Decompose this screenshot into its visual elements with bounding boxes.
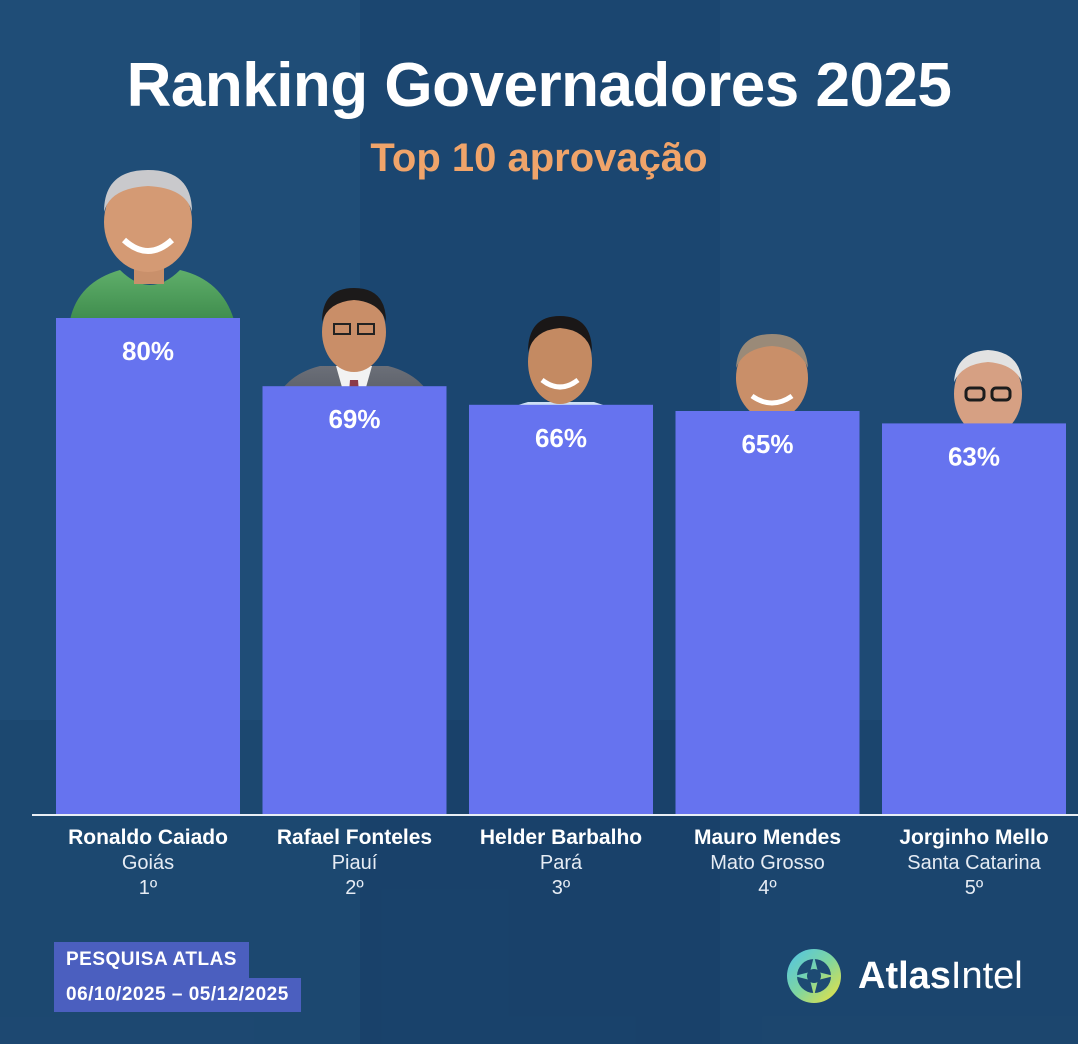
compass-logo-icon	[787, 949, 841, 1003]
brand-wordmark-part1: Atlas	[858, 954, 951, 997]
value-label-helder-barbalho: 66%	[535, 423, 587, 453]
category-state-jorginho-mello: Santa Catarina	[907, 852, 1041, 874]
source-badge-title: PESQUISA ATLAS	[54, 942, 249, 978]
chart-subtitle: Top 10 aprovação	[370, 136, 708, 180]
category-state-mauro-mendes: Mato Grosso	[710, 852, 824, 874]
category-rank-rafael-fonteles: 2º	[345, 877, 364, 899]
category-name-rafael-fonteles: Rafael Fonteles	[277, 826, 432, 849]
category-rank-jorginho-mello: 5º	[965, 877, 984, 899]
portrait-ronaldo-caiado	[70, 170, 234, 320]
bar-rafael-fonteles	[262, 386, 447, 814]
bar-jorginho-mello	[882, 423, 1066, 814]
brand-wordmark: AtlasIntel	[858, 955, 1023, 998]
category-state-ronaldo-caiado: Goiás	[122, 852, 174, 874]
category-rank-helder-barbalho: 3º	[552, 877, 571, 899]
bar-ronaldo-caiado	[56, 318, 240, 814]
bar-mauro-mendes	[675, 411, 860, 814]
value-label-ronaldo-caiado: 80%	[122, 336, 174, 366]
atlasintel-logo: AtlasIntel	[784, 946, 1023, 1006]
category-rank-ronaldo-caiado: 1º	[139, 877, 158, 899]
value-labels-group: 80% 69% 66% 65% 63%	[122, 336, 1000, 471]
category-state-helder-barbalho: Pará	[540, 852, 583, 874]
value-label-rafael-fonteles: 69%	[328, 404, 380, 434]
bar-helder-barbalho	[469, 404, 653, 814]
value-label-mauro-mendes: 65%	[741, 429, 793, 459]
bars-group	[56, 318, 1066, 814]
category-labels-group: Ronaldo Caiado Goiás 1º Rafael Fonteles Piau…	[68, 826, 1049, 899]
category-name-ronaldo-caiado: Ronaldo Caiado	[68, 826, 228, 849]
chart-title: Ranking Governadores 2025	[126, 51, 952, 120]
category-name-mauro-mendes: Mauro Mendes	[694, 826, 841, 849]
category-rank-mauro-mendes: 4º	[758, 877, 777, 899]
category-name-jorginho-mello: Jorginho Mello	[899, 826, 1048, 849]
category-state-rafael-fonteles: Piauí	[332, 852, 378, 874]
source-badge-dates: 06/10/2025 – 05/12/2025	[54, 978, 301, 1012]
value-label-jorginho-mello: 63%	[948, 441, 1000, 471]
brand-wordmark-part2: Intel	[950, 954, 1023, 997]
category-name-helder-barbalho: Helder Barbalho	[480, 826, 642, 849]
